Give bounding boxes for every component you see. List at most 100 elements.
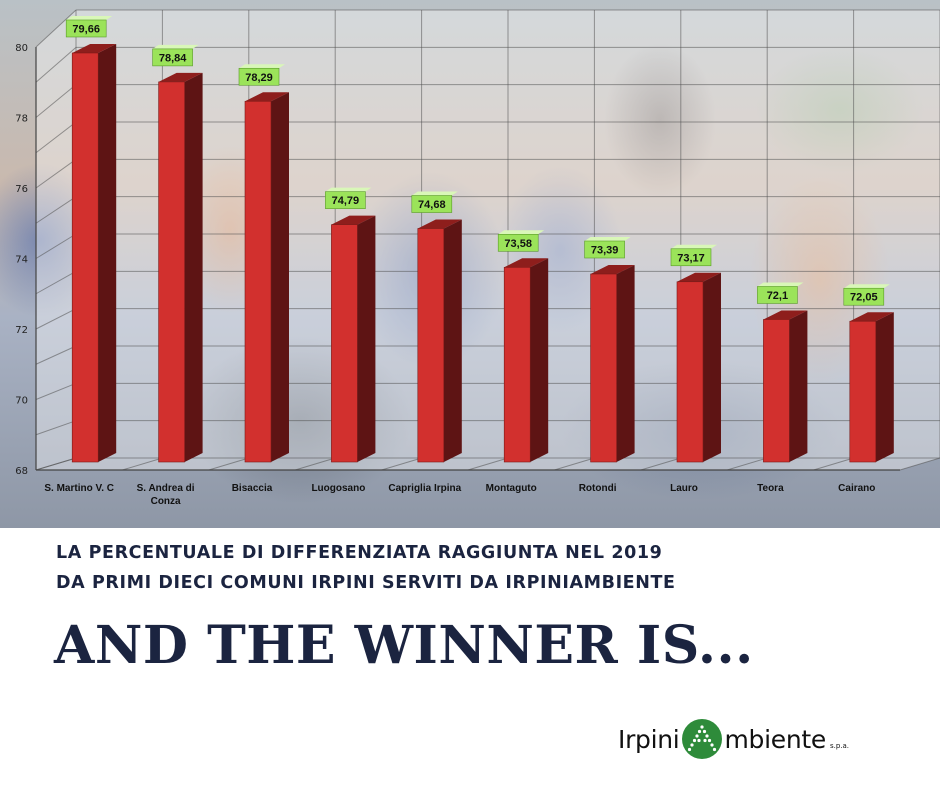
floor-gridline <box>208 457 249 471</box>
chart-area: 68 70 72 74 76 78 80 79,66 S. Martino V. C 78,84 S… <box>0 0 940 528</box>
floor-gridline <box>295 457 336 471</box>
y-tick-label: 72 <box>15 325 28 336</box>
bar-side <box>530 258 549 462</box>
gridline-depth <box>35 420 77 436</box>
data-label-box <box>325 191 366 209</box>
bar-top <box>677 272 721 282</box>
gridline-depth <box>35 308 77 330</box>
bar <box>763 319 790 463</box>
gridline-depth <box>35 196 77 224</box>
gridline-depth <box>35 382 77 400</box>
company-logo: Irpini mbiente s.p.a. <box>618 714 918 764</box>
bar <box>417 228 445 463</box>
x-category-label: S. Martino V. C <box>44 483 114 494</box>
data-label: 72,1 <box>767 290 788 302</box>
data-label-box-top <box>584 237 631 242</box>
headline: AND THE WINNER IS... <box>54 615 754 676</box>
data-label-box <box>757 286 798 304</box>
subtitle-line-1: LA PERCENTUALE DI DIFFERENZIATA RAGGIUNT… <box>56 543 663 563</box>
bar-chart: 68 70 72 74 76 78 80 79,66 S. Martino V. C 78,84 S… <box>15 9 940 507</box>
x-category-label: Luogosano <box>311 483 365 494</box>
green-circle-a-logo-icon <box>682 719 723 759</box>
data-label-box-top <box>411 191 458 196</box>
bar <box>331 224 358 463</box>
gridline-depth <box>35 345 77 365</box>
floor-gridline <box>813 457 854 471</box>
data-label: 73,39 <box>591 245 619 257</box>
data-label-box-top <box>66 15 113 20</box>
bar-top <box>763 310 808 320</box>
bar <box>158 81 185 463</box>
bar-side <box>789 310 808 462</box>
y-tick-label: 70 <box>15 396 28 407</box>
bar <box>244 100 272 463</box>
data-label-box-top <box>671 244 717 249</box>
bar <box>503 267 531 463</box>
data-label: 73,58 <box>504 238 532 250</box>
bar-side <box>98 43 117 463</box>
data-label-box-top <box>843 284 890 289</box>
y-tick-label: 76 <box>15 184 28 195</box>
data-label-box <box>152 48 193 67</box>
data-label-box <box>238 67 280 86</box>
data-label-box-top <box>325 187 372 192</box>
gridline-depth <box>35 46 77 83</box>
bar-top <box>849 312 894 322</box>
data-label: 74,68 <box>418 199 446 211</box>
data-label: 79,66 <box>72 23 100 35</box>
x-category-label: Conza <box>151 496 181 507</box>
y-tick-label: 78 <box>15 114 28 125</box>
x-category-label: S. Andrea di <box>137 483 195 494</box>
y-tick-label: 68 <box>15 466 28 477</box>
bar-side <box>271 92 289 462</box>
data-label-box <box>65 19 107 38</box>
floor-gridline <box>381 457 422 471</box>
data-label-box <box>670 248 712 267</box>
x-category-label: Montaguto <box>486 483 537 494</box>
bar <box>676 281 704 463</box>
floor-gridline <box>640 457 681 471</box>
bar-top <box>331 215 376 225</box>
bar <box>590 273 617 463</box>
data-label-box <box>584 240 625 259</box>
bar-top <box>72 43 117 53</box>
data-label-box-top <box>239 64 285 69</box>
floor-gridline <box>727 457 768 471</box>
gridline-depth <box>35 121 77 154</box>
subtitle: LA PERCENTUALE DI DIFFERENZIATA RAGGIUNT… <box>56 538 916 598</box>
logo-suffix: s.p.a. <box>829 742 850 750</box>
bar-top <box>504 258 549 268</box>
bar-top <box>417 219 462 229</box>
data-label-box <box>843 287 885 306</box>
bar-side <box>616 265 635 462</box>
data-label: 78,29 <box>245 72 273 84</box>
logo-text-left: Irpini <box>618 724 680 754</box>
gridline-depth <box>35 158 77 189</box>
data-label-box <box>497 234 539 252</box>
floor-gridline <box>554 457 595 471</box>
data-label-box-top <box>152 44 199 49</box>
bar-top <box>245 92 289 102</box>
x-category-label: Bisaccia <box>232 483 273 494</box>
floor-gridline <box>899 457 940 471</box>
x-category-label: Rotondi <box>579 483 617 494</box>
y-tick-label: 80 <box>15 43 28 54</box>
data-label: 72,05 <box>850 292 878 304</box>
bar <box>849 320 877 463</box>
data-label: 74,79 <box>332 195 360 207</box>
floor-gridline <box>467 457 509 471</box>
bar-top <box>158 72 203 82</box>
x-category-label: Capriglia Irpina <box>388 483 461 494</box>
x-category-label: Teora <box>757 483 784 494</box>
bar-side <box>184 72 203 462</box>
data-label: 73,17 <box>677 252 705 264</box>
gridline-depth <box>35 233 77 259</box>
x-category-label: Lauro <box>670 483 698 494</box>
data-label-box-top <box>498 230 545 235</box>
logo-text-right: mbiente <box>724 724 826 754</box>
data-label-box <box>411 195 453 213</box>
bar-side <box>703 272 721 462</box>
bar-side <box>357 215 376 462</box>
data-label: 78,84 <box>159 52 187 64</box>
y-tick-label: 74 <box>15 255 28 266</box>
